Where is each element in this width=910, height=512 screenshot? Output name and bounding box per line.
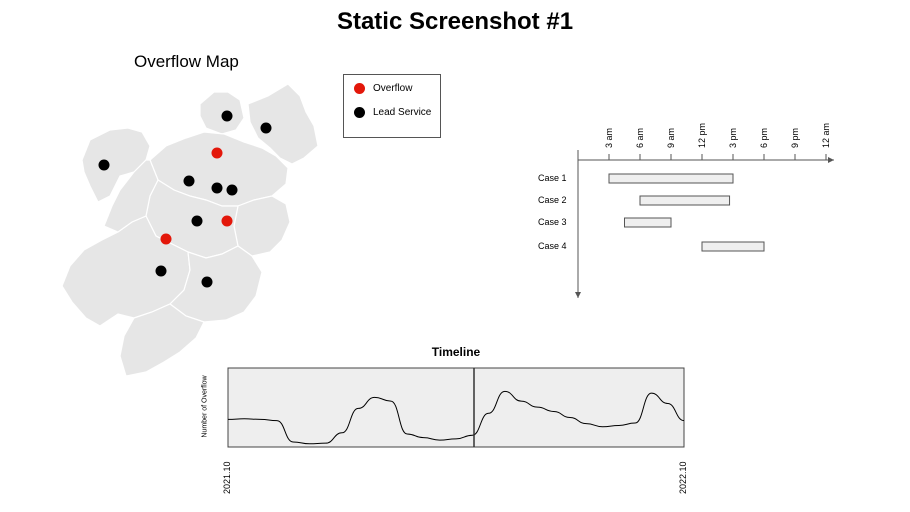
- map-point-lead-service[interactable]: [191, 215, 203, 227]
- map-point-lead-service[interactable]: [260, 122, 272, 134]
- timeline-series-line: [227, 390, 685, 445]
- map-point-lead-service[interactable]: [201, 276, 213, 288]
- map-point-lead-service[interactable]: [183, 175, 195, 187]
- gantt-row-label: Case 1: [538, 173, 567, 183]
- map-point-overflow[interactable]: [160, 233, 172, 245]
- map-region: [247, 83, 319, 165]
- map-point-lead-service[interactable]: [226, 184, 238, 196]
- map-legend: Overflow Lead Service: [343, 74, 441, 138]
- page-title: Static Screenshot #1: [336, 8, 574, 35]
- gantt-row-label: Case 3: [538, 217, 567, 227]
- gantt-row-label: Case 4: [538, 241, 567, 251]
- legend-item-overflow: Overflow: [354, 83, 412, 94]
- timeline-tick-end: 2022.10: [678, 461, 688, 494]
- map-point-lead-service[interactable]: [211, 182, 223, 194]
- map-region: [199, 91, 245, 135]
- map-point-lead-service[interactable]: [155, 265, 167, 277]
- map-point-overflow[interactable]: [211, 147, 223, 159]
- legend-item-lead-service: Lead Service: [354, 107, 431, 118]
- map-region: [169, 245, 263, 323]
- map-region: [119, 303, 205, 377]
- map-point-lead-service[interactable]: [221, 110, 233, 122]
- map-point-overflow[interactable]: [221, 215, 233, 227]
- legend-marker-overflow: [354, 83, 365, 94]
- timeline-plot-area: [227, 367, 685, 448]
- timeline-tick-start: 2021.10: [222, 461, 232, 494]
- map-region: [103, 159, 159, 233]
- legend-marker-lead-service: [354, 107, 365, 118]
- legend-label-lead-service: Lead Service: [373, 107, 432, 118]
- timeline-title: Timeline: [431, 345, 481, 359]
- map-title: Overflow Map: [134, 52, 239, 71]
- legend-label-overflow: Overflow: [373, 83, 413, 94]
- map-point-lead-service[interactable]: [98, 159, 110, 171]
- gantt-row-label: Case 2: [538, 195, 567, 205]
